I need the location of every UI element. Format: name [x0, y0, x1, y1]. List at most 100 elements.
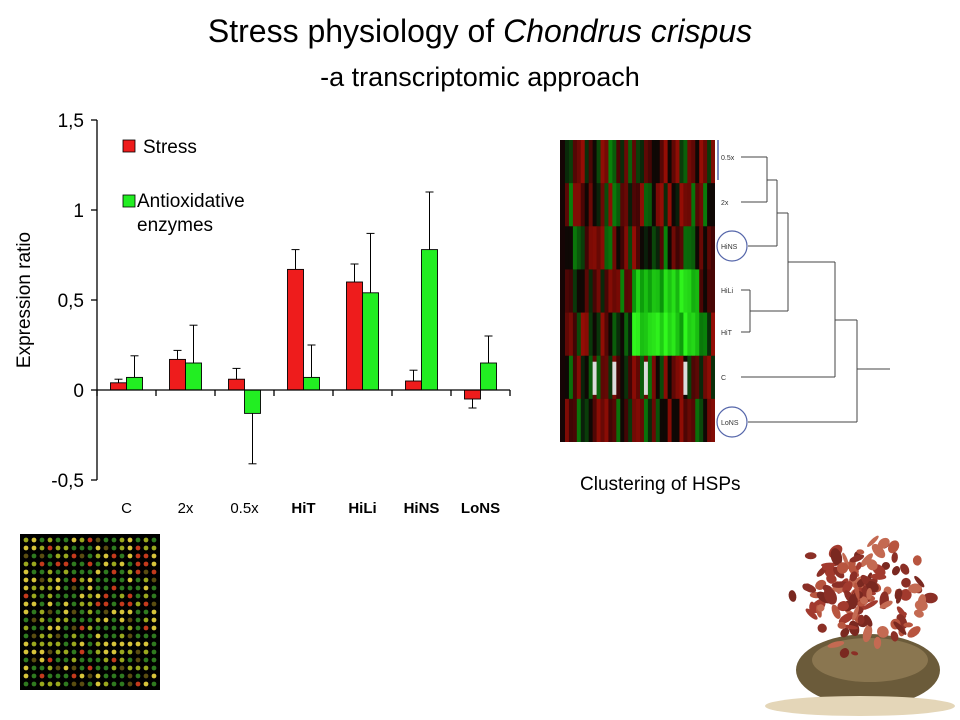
heatmap-cell [651, 183, 657, 227]
microarray-spot [87, 633, 93, 639]
heatmap-cell [671, 226, 676, 270]
microarray-spot [95, 601, 101, 607]
microarray-spot [23, 657, 29, 663]
microarray-spot [119, 593, 125, 599]
heatmap-cell [679, 226, 684, 270]
heatmap-cell [640, 398, 645, 442]
heatmap-cell [628, 226, 633, 270]
heatmap-cell [608, 269, 613, 313]
microarray-spot [23, 561, 29, 567]
microarray-spot [103, 641, 109, 647]
microarray-spot [143, 681, 149, 687]
microarray-spot [55, 609, 61, 615]
heatmap-cell [659, 355, 665, 400]
heatmap-cell [647, 269, 653, 313]
seaweed-fronds [788, 535, 938, 658]
frond-blade [879, 600, 893, 609]
microarray-spot [103, 681, 109, 687]
microarray-spot [39, 633, 45, 639]
heatmap-cell [667, 140, 672, 184]
heatmap-cell [612, 183, 617, 227]
microarray-spot [103, 673, 109, 679]
heatmap-cell [683, 312, 688, 357]
microarray-spot [151, 649, 157, 655]
heatmap-cell [679, 398, 684, 442]
heatmap-cell [588, 140, 594, 184]
heatmap-cell [584, 312, 590, 357]
microarray-spot [71, 681, 77, 687]
error-bars [114, 191, 493, 465]
microarray-spot [151, 593, 157, 599]
microarray-spot [23, 633, 29, 639]
microarray-spot [151, 681, 157, 687]
microarray-spot [39, 545, 45, 551]
heatmap-cell [565, 269, 570, 313]
microarray-spot [63, 593, 69, 599]
heatmap-cell [655, 183, 661, 227]
microarray-spot [23, 577, 29, 583]
heatmap-cell [659, 226, 665, 270]
microarray-spot [71, 593, 77, 599]
microarray-spot [127, 553, 133, 559]
microarray-spot [119, 617, 125, 623]
microarray-spot [31, 633, 37, 639]
microarray-spot [111, 577, 117, 583]
heatmap-cell [596, 140, 601, 184]
microarray-spot [103, 561, 109, 567]
microarray-spot [143, 553, 149, 559]
heatmap-cell [643, 269, 649, 313]
frond-blade [842, 624, 859, 630]
microarray-spot [111, 593, 117, 599]
microarray-spot [103, 553, 109, 559]
frond-blade [917, 594, 927, 609]
heatmap-cell [691, 140, 696, 184]
microarray-spot [79, 553, 85, 559]
heatmap-cell [612, 269, 617, 313]
heatmap-cell [592, 226, 597, 270]
heatmap-cell [643, 312, 649, 357]
heatmap-cell [604, 312, 609, 357]
heatmap-cell [576, 269, 582, 313]
microarray-spot [63, 633, 69, 639]
microarray-spot [63, 649, 69, 655]
microarray-spot [71, 537, 77, 543]
microarray-spot [87, 593, 93, 599]
frond-blade [860, 553, 873, 568]
heatmap-cell [640, 226, 645, 270]
microarray-spot [55, 537, 61, 543]
microarray-spot [119, 665, 125, 671]
heatmap-cell [565, 355, 570, 400]
microarray-spot [95, 657, 101, 663]
microarray-spot [71, 625, 77, 631]
microarray-spot [31, 577, 37, 583]
microarray-spot [39, 609, 45, 615]
microarray-spot [47, 609, 53, 615]
microarray-spot [143, 609, 149, 615]
microarray-spot [47, 641, 53, 647]
microarray-spot [103, 545, 109, 551]
heatmap-cell [707, 398, 712, 442]
heatmap-cell [711, 140, 715, 184]
heatmap-cell [616, 312, 621, 357]
heatmap-cell [608, 140, 613, 184]
heatmap-cell [707, 355, 712, 400]
microarray-spot [111, 641, 117, 647]
frond-blade [914, 575, 925, 588]
heatmap-cell [584, 226, 590, 270]
heatmap-cell [643, 183, 649, 227]
heatmap-cell [663, 398, 669, 442]
frond-blade [823, 587, 837, 605]
microarray-spot [127, 641, 133, 647]
microarray-spot [151, 545, 157, 551]
microarray-spot [135, 665, 141, 671]
frond-blade [912, 555, 922, 566]
heatmap-cell [671, 140, 676, 184]
heatmap-cell [620, 183, 625, 227]
heatmap-cell [651, 226, 657, 270]
microarray-spot [55, 561, 61, 567]
frond-blade [900, 563, 910, 575]
heatmap-cell [624, 140, 629, 184]
microarray-spot [87, 641, 93, 647]
microarray-spot [151, 673, 157, 679]
frond-blade [913, 609, 924, 618]
